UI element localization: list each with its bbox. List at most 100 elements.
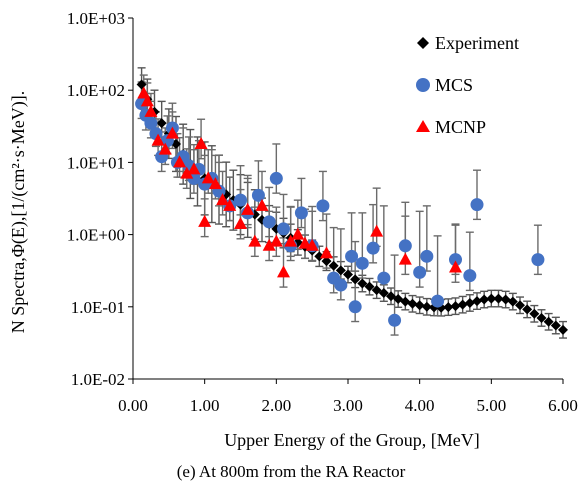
mcnp-point: [223, 198, 237, 211]
mcnp-point: [305, 238, 319, 251]
experiment-point: [407, 298, 418, 309]
experiment-point: [378, 288, 389, 299]
y-tick-label: 1.0E+02: [67, 81, 125, 100]
legend-marker-mcs: [416, 78, 430, 92]
mcnp-point: [140, 94, 154, 107]
y-tick-label: 1.0E+00: [67, 226, 125, 245]
mcnp-point: [201, 171, 215, 184]
mcs-point: [277, 222, 290, 236]
mcs-point: [269, 171, 283, 185]
legend-label-mcs: MCS: [435, 75, 473, 95]
mcnp-point: [158, 142, 172, 155]
mcs-point: [234, 193, 247, 207]
mcnp-point: [262, 238, 276, 251]
mcnp-point: [370, 224, 384, 237]
mcs-point: [398, 239, 412, 253]
legend-marker-mcnp: [416, 120, 430, 132]
axes: [128, 17, 564, 384]
experiment-point: [414, 300, 425, 311]
mcs-point: [431, 294, 445, 308]
x-tick-label: 5.00: [476, 396, 506, 415]
experiment-point: [536, 312, 547, 323]
legend-label-mcnp: MCNP: [435, 117, 486, 137]
mcnp-point: [198, 214, 212, 227]
mcs-point: [449, 253, 462, 267]
experiment-series: [136, 79, 568, 335]
experiment-point: [156, 118, 167, 129]
experiment-point: [507, 296, 518, 307]
experiment-point: [343, 269, 353, 280]
mcs-point: [262, 215, 276, 229]
experiment-point: [450, 301, 461, 312]
experiment-point: [350, 274, 361, 285]
x-tick-label: 2.00: [261, 396, 291, 415]
mcs-point: [420, 249, 434, 263]
mcs-point: [251, 188, 265, 202]
experiment-point: [314, 251, 325, 262]
mcs-point: [348, 300, 362, 314]
x-tick-label: 6.00: [548, 396, 578, 415]
experiment-point: [529, 308, 540, 319]
x-axis-title: Upper Energy of the Group, [MeV]: [224, 430, 480, 450]
mcnp-point: [298, 236, 312, 249]
figure-caption: (e) At 800m from the RA Reactor: [176, 462, 406, 481]
mcnp-series: [137, 86, 462, 278]
experiment-point: [357, 278, 368, 289]
mcnp-point: [187, 162, 201, 175]
mcs-point: [366, 241, 380, 255]
mcnp-point: [194, 136, 208, 149]
mcs-point: [144, 116, 158, 130]
mcnp-point: [208, 177, 222, 190]
experiment-point: [500, 294, 511, 305]
mcnp-point: [216, 193, 230, 206]
y-tick-label: 1.0E-01: [71, 298, 125, 317]
experiment-point: [550, 320, 561, 331]
legend: Experiment MCS MCNP: [416, 33, 519, 137]
experiment-point: [543, 316, 554, 327]
mcs-point: [316, 199, 330, 213]
mcnp-point: [291, 227, 305, 240]
experiment-point: [457, 299, 468, 310]
mcnp-point: [173, 155, 187, 168]
x-tick-label: 3.00: [333, 396, 363, 415]
experiment-point: [493, 293, 504, 304]
y-axis-title: N Spectra,Φ(E),[1/(cm²·s·MeV)].: [8, 91, 29, 333]
legend-label-experiment: Experiment: [435, 33, 519, 53]
error-bars: [137, 67, 567, 339]
mcs-point: [470, 198, 484, 212]
mcnp-point: [398, 252, 412, 265]
mcnp-point: [180, 166, 194, 179]
y-tick-label: 1.0E+01: [67, 153, 125, 172]
experiment-point: [335, 265, 346, 276]
mcs-point: [355, 256, 369, 270]
mcnp-point: [269, 234, 283, 247]
tick-labels: 0.00 1.00 2.00 3.00 4.00 5.00 6.00 1.0E-02 1.0E-…: [67, 9, 578, 415]
mcnp-point: [284, 234, 298, 247]
experiment-point: [328, 260, 339, 271]
mcnp-point: [165, 126, 179, 139]
experiment-point: [558, 324, 568, 335]
y-tick-label: 1.0E-02: [71, 370, 125, 389]
x-tick-label: 4.00: [405, 396, 435, 415]
mcs-point: [531, 253, 545, 267]
mcnp-point: [241, 202, 255, 215]
y-tick-label: 1.0E+03: [67, 9, 125, 28]
mcnp-point: [248, 234, 262, 247]
mcs-point: [345, 249, 359, 263]
x-tick-label: 0.00: [118, 396, 148, 415]
mcs-point: [413, 265, 427, 279]
mcnp-point: [277, 265, 290, 278]
mcs-point: [463, 269, 477, 283]
mcnp-point: [151, 133, 165, 146]
experiment-point: [136, 79, 147, 90]
mcs-point: [334, 278, 348, 292]
mcnp-point: [449, 260, 462, 273]
mcnp-point: [234, 217, 247, 230]
chart: 0.00 1.00 2.00 3.00 4.00 5.00 6.00 1.0E-02 1.0E-…: [8, 9, 578, 450]
experiment-point: [464, 297, 475, 308]
mcs-point: [294, 206, 308, 220]
mcnp-point: [144, 104, 158, 117]
mcs-point: [388, 313, 402, 327]
experiment-point: [486, 293, 497, 304]
experiment-point: [421, 301, 432, 312]
